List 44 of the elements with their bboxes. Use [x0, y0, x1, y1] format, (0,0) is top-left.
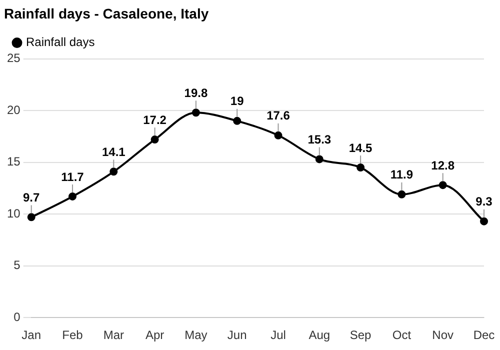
point	[27, 213, 36, 222]
x-tick-label: May	[184, 328, 208, 342]
x-tick-label: Nov	[432, 328, 454, 342]
y-tick-label: 0	[14, 310, 21, 324]
data-label: 9.3	[476, 194, 493, 209]
y-tick-label: 10	[6, 206, 21, 220]
x-tick-label: Apr	[145, 328, 164, 342]
data-label: 17.2	[143, 112, 167, 127]
data-label: 14.1	[102, 144, 126, 159]
x-tick-label: Aug	[308, 328, 330, 342]
point	[150, 136, 159, 144]
point	[438, 181, 447, 190]
data-label: 12.8	[431, 158, 455, 172]
point	[68, 192, 76, 200]
point	[233, 116, 242, 125]
point	[274, 131, 282, 140]
x-tick-label: Jun	[227, 328, 247, 342]
data-label: 17.6	[266, 108, 290, 123]
x-tick-label: Dec	[473, 328, 495, 342]
x-tick-label: Feb	[62, 328, 84, 342]
y-tick-label: 20	[6, 102, 21, 117]
y-tick-label: 15	[6, 154, 21, 169]
x-tick-label: Jul	[270, 328, 286, 342]
data-label: 19	[230, 94, 244, 108]
data-label: 11.9	[390, 168, 414, 182]
chart-title: Rainfall days - Casaleone, Italy	[4, 5, 209, 22]
y-tick-label: 5	[14, 258, 21, 272]
point	[356, 163, 365, 172]
point	[480, 217, 488, 226]
x-tick-label: Sep	[350, 328, 372, 342]
point	[192, 108, 200, 117]
x-tick-label: Oct	[392, 328, 412, 342]
legend-label: Rainfall days	[26, 35, 95, 50]
data-label: 14.5	[348, 140, 373, 155]
y-tick-label: 25	[6, 51, 21, 66]
point	[398, 190, 406, 198]
data-label: 15.3	[308, 132, 332, 147]
point	[110, 168, 118, 176]
x-tick-label: Mar	[103, 328, 124, 342]
x-tick-label: Jan	[22, 328, 42, 342]
data-label: 11.7	[61, 170, 84, 184]
data-label: 19.8	[184, 86, 208, 100]
data-label: 9.7	[23, 190, 40, 204]
point	[315, 155, 324, 164]
